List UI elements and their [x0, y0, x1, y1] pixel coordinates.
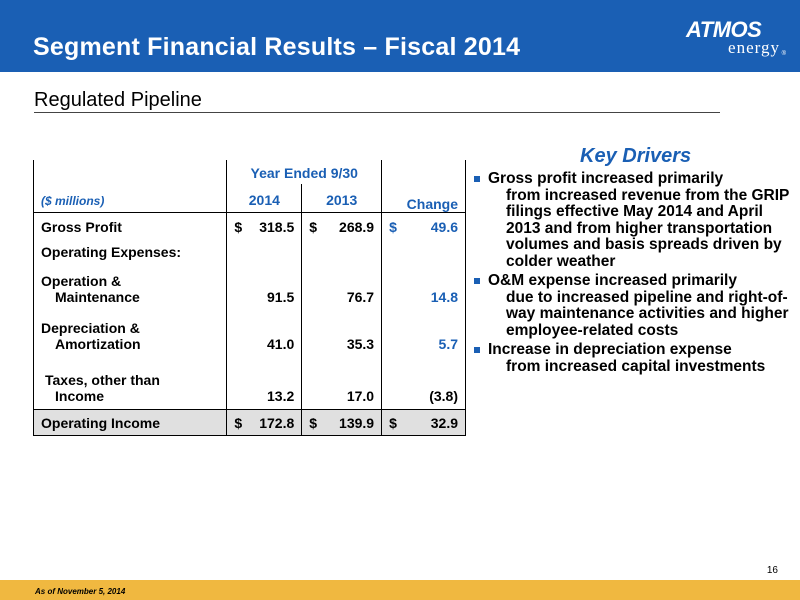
currency-symbol: $	[234, 414, 243, 431]
footer-bar: As of November 5, 2014	[0, 580, 800, 600]
table-row: Operating Expenses:	[32, 240, 466, 263]
cell-2013: $268.9	[301, 212, 383, 240]
header-blank-cell	[381, 160, 466, 184]
cell-2014: 13.2	[226, 357, 303, 409]
row-label: Operation & Maintenance	[32, 263, 228, 310]
cell-2014: $172.8	[226, 408, 303, 436]
row-label: Gross Profit	[32, 212, 228, 240]
table-row: Taxes, other than Income 13.2 17.0 (3.8)	[32, 357, 466, 409]
list-item: O&M expense increased primarily due to i…	[472, 272, 794, 339]
currency-symbol: $	[309, 414, 318, 431]
currency-symbol: $	[389, 219, 397, 235]
cell-change: (3.8)	[381, 357, 466, 409]
cell-value: 172.8	[259, 414, 295, 431]
cell-value: 268.9	[339, 219, 375, 235]
units-label: ($ millions)	[32, 184, 228, 213]
column-header-2013: 2013	[301, 184, 383, 213]
key-drivers-list: Gross profit increased primarily from in…	[472, 170, 794, 378]
cell-2013: $139.9	[301, 408, 383, 436]
key-drivers-title: Key Drivers	[580, 145, 692, 167]
currency-symbol: $	[309, 219, 318, 235]
currency-symbol: $	[389, 414, 397, 431]
table-header-row: ($ millions) 2014 2013 Change	[32, 184, 466, 213]
table-row: Depreciation & Amortization 41.0 35.3 5.7	[32, 310, 466, 357]
cell-2013: 17.0	[301, 357, 383, 409]
logo-wordmark: ATMOS	[686, 17, 762, 42]
currency-symbol: $	[234, 219, 243, 235]
row-label: Taxes, other than Income	[32, 357, 228, 409]
square-bullet-icon	[474, 347, 480, 353]
cell-value: 318.5	[259, 219, 295, 235]
section-title: Regulated Pipeline	[34, 89, 202, 111]
square-bullet-icon	[474, 278, 480, 284]
cell-2014: 41.0	[226, 310, 303, 357]
square-bullet-icon	[474, 176, 480, 182]
logo-registered-mark: ®	[781, 51, 786, 57]
table-row-total: Operating Income $172.8 $139.9 $32.9	[32, 408, 466, 436]
cell-change: 14.8	[381, 263, 466, 310]
cell-2014: 91.5	[226, 263, 303, 310]
section-divider	[34, 112, 720, 113]
cell-value: 139.9	[339, 414, 375, 431]
header-bar: Segment Financial Results – Fiscal 2014 …	[0, 0, 800, 72]
row-label: Operating Expenses:	[32, 240, 228, 263]
list-item: Increase in depreciation expense from in…	[472, 341, 794, 375]
period-header: Year Ended 9/30	[226, 160, 383, 184]
logo-subtext: energy	[728, 38, 780, 57]
header-blank-cell	[32, 160, 228, 184]
table-header-row: Year Ended 9/30	[32, 160, 466, 184]
financial-results-table: Year Ended 9/30 ($ millions) 2014 2013 C…	[32, 160, 466, 436]
cell-2013: 35.3	[301, 310, 383, 357]
cell-value: 32.9	[430, 414, 458, 431]
cell-change: $32.9	[381, 408, 466, 436]
atmos-energy-logo: ATMOS energy ®	[686, 17, 786, 61]
page-title: Segment Financial Results – Fiscal 2014	[33, 33, 521, 61]
cell-value: 49.6	[430, 219, 458, 235]
table-row: Gross Profit $318.5 $268.9 $49.6	[32, 212, 466, 240]
page-number: 16	[766, 565, 778, 576]
column-header-change: Change	[381, 184, 466, 213]
footer-date: As of November 5, 2014	[35, 587, 126, 596]
list-item: Gross profit increased primarily from in…	[472, 170, 794, 270]
column-header-2014: 2014	[226, 184, 303, 213]
table-row: Operation & Maintenance 91.5 76.7 14.8	[32, 263, 466, 310]
row-label: Operating Income	[32, 408, 228, 436]
cell-2013: 76.7	[301, 263, 383, 310]
row-label: Depreciation & Amortization	[32, 310, 228, 357]
cell-change: $49.6	[381, 212, 466, 240]
cell-change: 5.7	[381, 310, 466, 357]
cell-2014: $318.5	[226, 212, 303, 240]
